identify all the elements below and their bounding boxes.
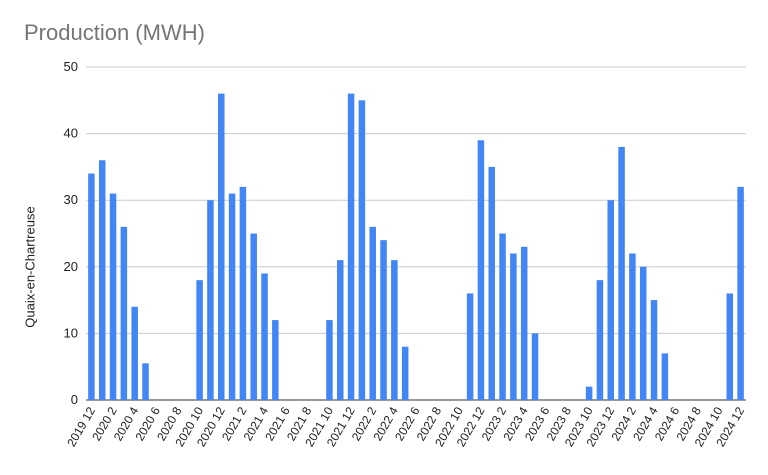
bar xyxy=(239,186,247,400)
y-tick-label: 50 xyxy=(64,59,78,74)
bar xyxy=(109,193,117,400)
bar xyxy=(250,233,257,400)
bar xyxy=(347,93,355,400)
bar xyxy=(207,200,214,400)
bar xyxy=(337,260,344,400)
bar xyxy=(607,200,615,400)
x-tick-label: 2019 12 xyxy=(64,404,98,449)
bar xyxy=(499,233,506,400)
bar xyxy=(401,346,409,400)
bar xyxy=(596,280,604,400)
bar xyxy=(261,273,268,400)
bar xyxy=(629,253,636,400)
bar xyxy=(88,173,95,400)
bar xyxy=(737,186,744,400)
bar xyxy=(466,293,474,400)
y-tick-label: 10 xyxy=(64,325,78,340)
bar xyxy=(520,246,528,400)
bar xyxy=(488,166,495,400)
chart-title: Production (MWH) xyxy=(24,20,205,45)
bar xyxy=(639,266,647,400)
bar xyxy=(391,260,398,400)
bar xyxy=(217,93,225,400)
bar xyxy=(726,293,734,400)
bar xyxy=(272,320,279,400)
y-tick-label: 40 xyxy=(64,126,78,141)
y-tick-label: 0 xyxy=(71,392,78,407)
bar xyxy=(618,146,625,400)
bar xyxy=(142,363,149,400)
bar xyxy=(98,160,106,400)
y-tick-label: 30 xyxy=(64,192,78,207)
bar xyxy=(661,353,669,400)
bar xyxy=(531,333,539,400)
bar xyxy=(120,226,128,400)
bar xyxy=(650,300,658,400)
bar xyxy=(369,226,376,400)
bar xyxy=(477,140,485,400)
bar xyxy=(196,280,203,400)
bar xyxy=(380,240,387,400)
bar xyxy=(510,253,517,400)
bar xyxy=(585,386,593,400)
bar xyxy=(358,100,366,401)
bar xyxy=(228,193,236,400)
bar xyxy=(131,306,138,400)
y-tick-label: 20 xyxy=(64,259,78,274)
bar xyxy=(326,320,333,400)
